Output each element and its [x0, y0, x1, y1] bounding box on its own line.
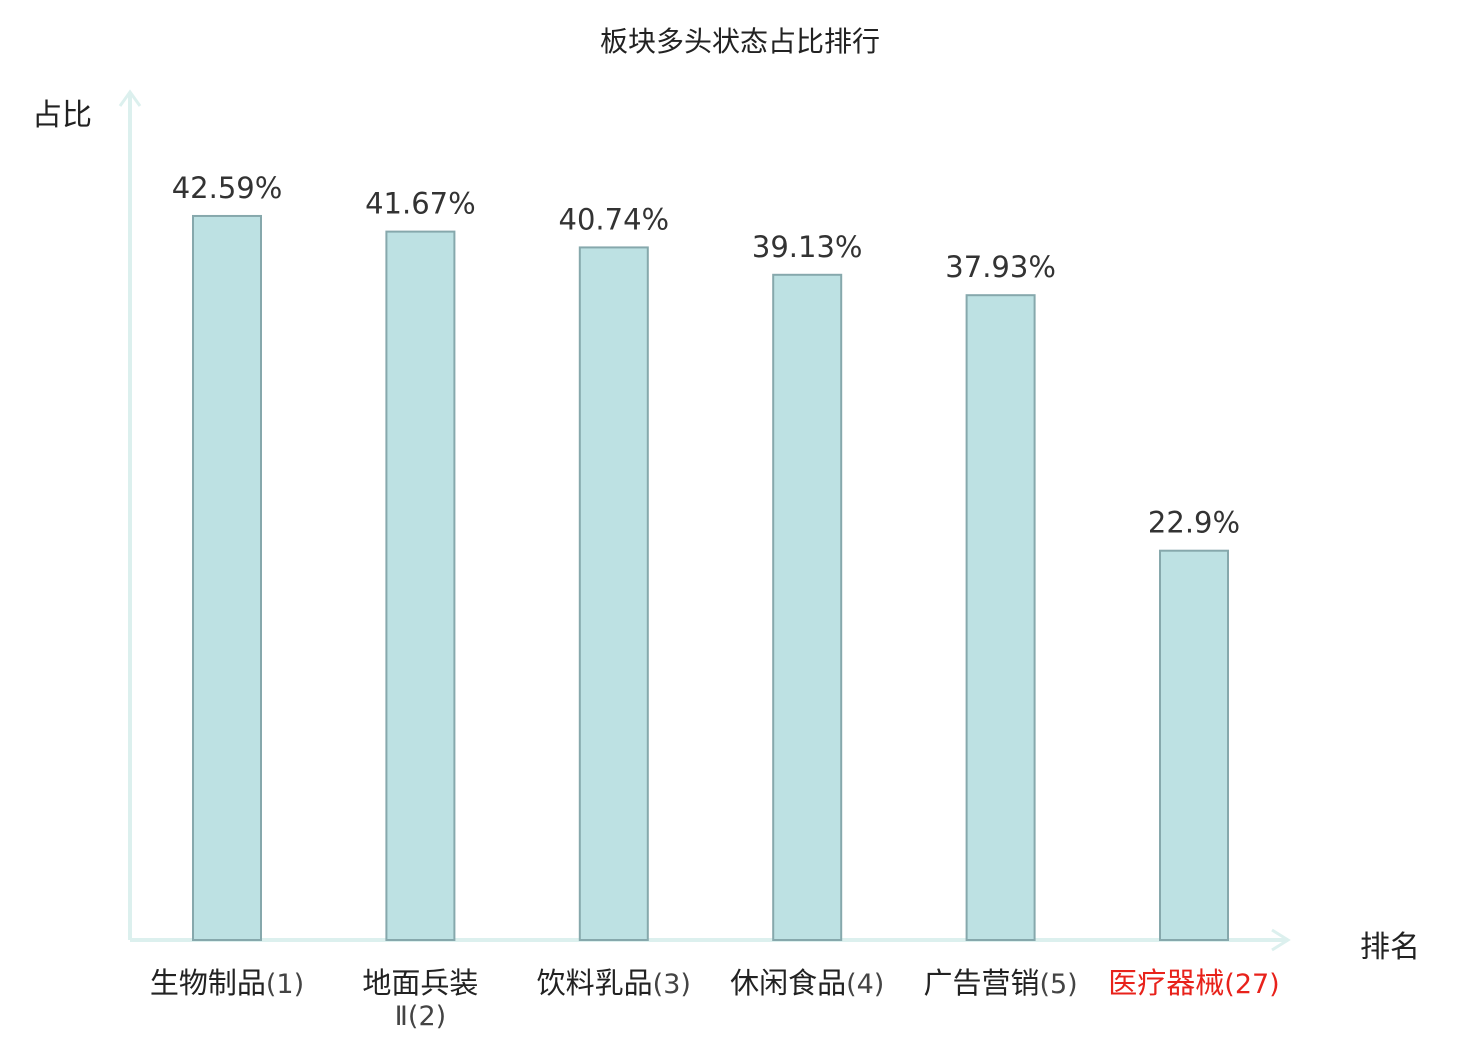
bar-1: [192, 214, 262, 942]
tick-label-name-4: 休闲食品: [730, 966, 846, 1000]
tick-label-3: 饮料乳品(3): [537, 966, 691, 1000]
value-label-3: 40.74%: [559, 202, 670, 236]
tick-label-rank-5: (5): [1039, 969, 1077, 1000]
value-labels: 42.59% 41.67% 40.74% 39.13% 37.93% 22.9%: [172, 171, 1240, 540]
bar-5: [965, 294, 1036, 941]
tick-label-rank-6: (27): [1224, 969, 1279, 1000]
y-axis-label: 占比: [32, 98, 92, 133]
tick-label-2: 地面兵装: [362, 966, 478, 1000]
value-label-6: 22.9%: [1148, 506, 1240, 540]
value-label-5: 37.93%: [945, 250, 1056, 284]
y-axis-arrow: [118, 89, 142, 107]
bar-3: [578, 246, 649, 942]
tick-label-rank-1: (1): [266, 969, 304, 1000]
tick-label-name-3: 饮料乳品: [537, 966, 653, 1000]
x-axis-arrow: [1271, 928, 1291, 952]
tick-label-name-6: 医疗器械: [1108, 966, 1224, 1000]
chart-title: 板块多头状态占比排行: [599, 25, 880, 58]
x-axis-label: 排名: [1360, 930, 1420, 965]
value-label-1: 42.59%: [172, 171, 283, 205]
tick-label-line2-2: Ⅱ(2): [395, 1001, 447, 1032]
tick-label-name-1: 生物制品: [150, 966, 266, 1000]
bars: [192, 214, 1229, 942]
tick-label-name-5: 广告营销: [923, 966, 1039, 1000]
axes: [118, 89, 1291, 952]
tick-label-name2-2: Ⅱ: [395, 1001, 408, 1032]
tick-label-rank-3: (3): [653, 969, 691, 1000]
tick-label-4: 休闲食品(4): [730, 966, 884, 1000]
bar-6: [1159, 549, 1229, 941]
value-label-4: 39.13%: [752, 230, 863, 264]
tick-label-name-2: 地面兵装: [362, 966, 478, 1000]
tick-label-5: 广告营销(5): [923, 966, 1077, 1000]
tick-label-1: 生物制品(1): [150, 966, 304, 1000]
value-label-2: 41.67%: [365, 187, 476, 221]
tick-label-6: 医疗器械(27): [1108, 966, 1279, 1000]
tick-label-rank-2: (2): [408, 1001, 446, 1032]
bar-2: [385, 230, 456, 942]
tick-label-rank-4: (4): [846, 969, 884, 1000]
bar-4: [772, 273, 843, 942]
